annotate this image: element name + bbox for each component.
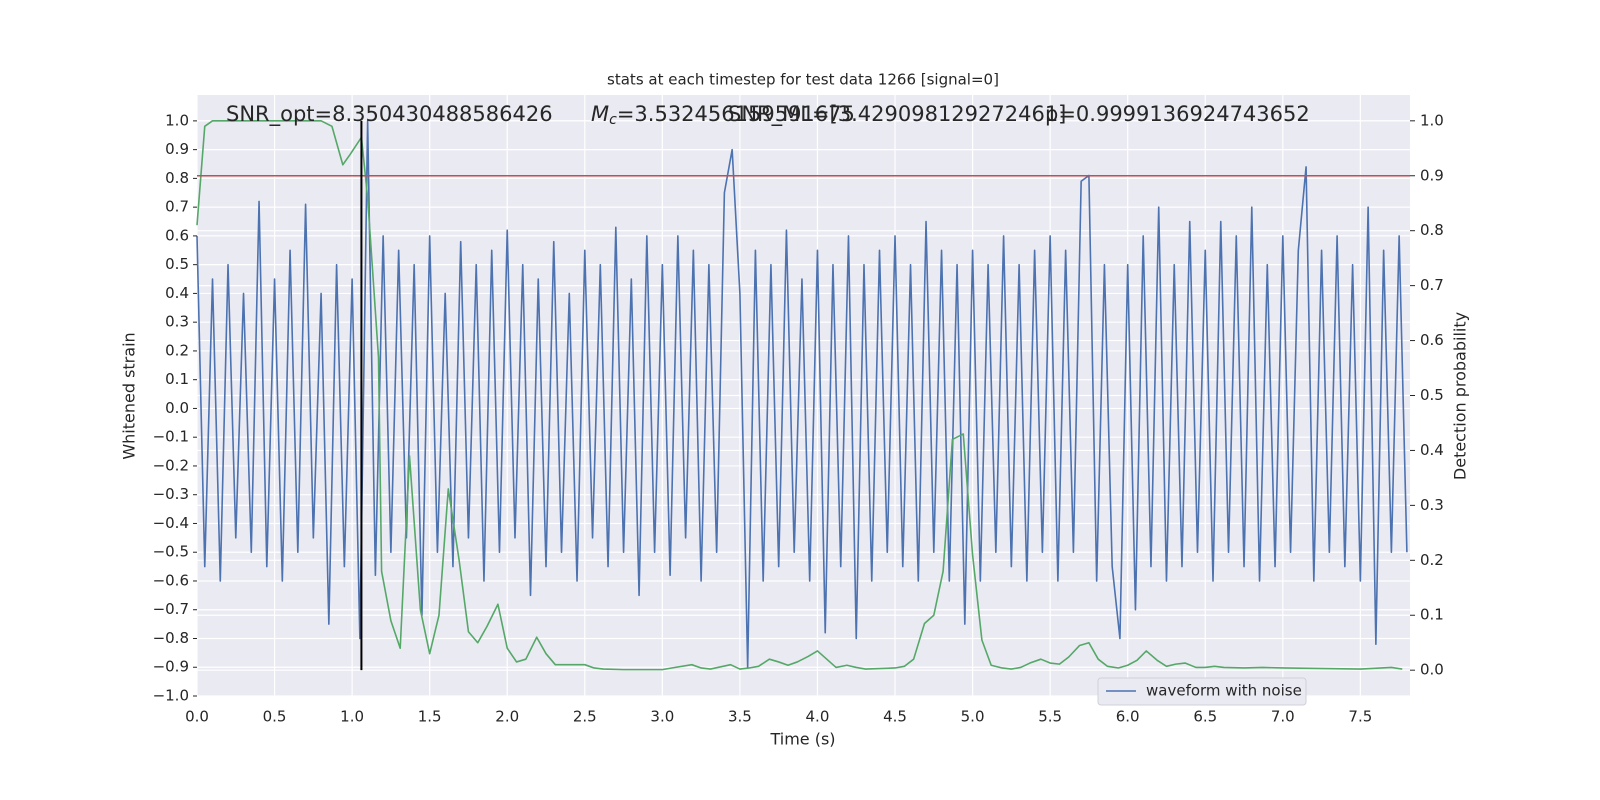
y2-tick-label: 1.0	[1420, 111, 1444, 129]
y2-tick-label: 0.9	[1420, 166, 1444, 184]
y-tick-label: 0.1	[165, 370, 189, 388]
y-tick-label: 0.7	[165, 198, 189, 216]
x-tick-label: 0.5	[263, 708, 287, 726]
annotation-symbol: M	[591, 102, 609, 126]
y-tick-label: 0.5	[165, 255, 189, 273]
x-axis-label: Time (s)	[769, 730, 835, 749]
y-tick-label: 0.9	[165, 140, 189, 158]
y-tick-label: −0.3	[153, 485, 189, 503]
y-tick-label: −0.6	[153, 571, 189, 589]
x-tick-label: 2.5	[573, 708, 597, 726]
x-tick-label: 6.0	[1116, 708, 1140, 726]
x-tick-label: 0.0	[185, 708, 209, 726]
y2-tick-label: 0.8	[1420, 221, 1444, 239]
y2-tick-label: 0.0	[1420, 661, 1444, 679]
legend: waveform with noise	[1097, 677, 1307, 706]
y2-tick-label: 0.6	[1420, 331, 1444, 349]
y2-tick-label: 0.5	[1420, 386, 1444, 404]
y-axis-label: Whitened strain	[120, 332, 139, 459]
x-tick-label: 2.0	[495, 708, 519, 726]
y-tick-label: 1.0	[165, 111, 189, 129]
y-tick-label: 0.0	[165, 399, 189, 417]
legend-box	[1097, 677, 1307, 706]
y2-tick-label: 0.2	[1420, 551, 1444, 569]
y-tick-label: −0.2	[153, 456, 189, 474]
y2-tick-label: 0.1	[1420, 606, 1444, 624]
y-tick-label: 0.6	[165, 226, 189, 244]
x-tick-label: 5.5	[1038, 708, 1062, 726]
x-tick-label: 3.5	[728, 708, 752, 726]
x-tick-label: 3.0	[650, 708, 674, 726]
x-tick-label: 1.0	[340, 708, 364, 726]
y-tick-label: 0.2	[165, 341, 189, 359]
y-tick-label: −0.4	[153, 514, 189, 532]
series-line	[196, 120, 1408, 669]
x-tick-label: 1.5	[418, 708, 442, 726]
y-tick-label: −0.9	[153, 658, 189, 676]
y-tick-label: −1.0	[153, 687, 189, 705]
annotation-text: =3.532456159591675	[617, 102, 855, 126]
annotation: SNR_ML=[3.429098129272461]	[728, 102, 1066, 127]
x-tick-label: 4.5	[883, 708, 907, 726]
y2-tick-label: 0.4	[1420, 441, 1444, 459]
annotation: p=0.9999136924743652	[1045, 102, 1310, 126]
x-tick-label: 6.5	[1193, 708, 1217, 726]
y2-tick-label: 0.3	[1420, 496, 1444, 514]
x-tick-label: 5.0	[961, 708, 985, 726]
y-tick-label: −0.7	[153, 600, 189, 618]
y2-tick-label: 0.7	[1420, 276, 1444, 294]
y-tick-label: −0.8	[153, 629, 189, 647]
x-tick-label: 7.0	[1271, 708, 1295, 726]
legend-label: waveform with noise	[1146, 682, 1302, 700]
x-tick-label: 4.0	[806, 708, 830, 726]
y-tick-label: 0.3	[165, 313, 189, 331]
y2-axis-label: Detection probability	[1451, 312, 1470, 480]
series-line	[196, 120, 1403, 671]
y-tick-label: −0.1	[153, 428, 189, 446]
annotation: Mc=3.532456159591675	[591, 102, 855, 128]
chart-title: stats at each timestep for test data 126…	[607, 71, 999, 89]
annotation: SNR_opt=8.350430488586426	[226, 102, 553, 127]
y-tick-label: 0.8	[165, 169, 189, 187]
x-tick-label: 7.5	[1348, 708, 1372, 726]
y-tick-label: 0.4	[165, 284, 189, 302]
annotation-subscript: c	[609, 112, 617, 128]
y-tick-label: −0.5	[153, 543, 189, 561]
